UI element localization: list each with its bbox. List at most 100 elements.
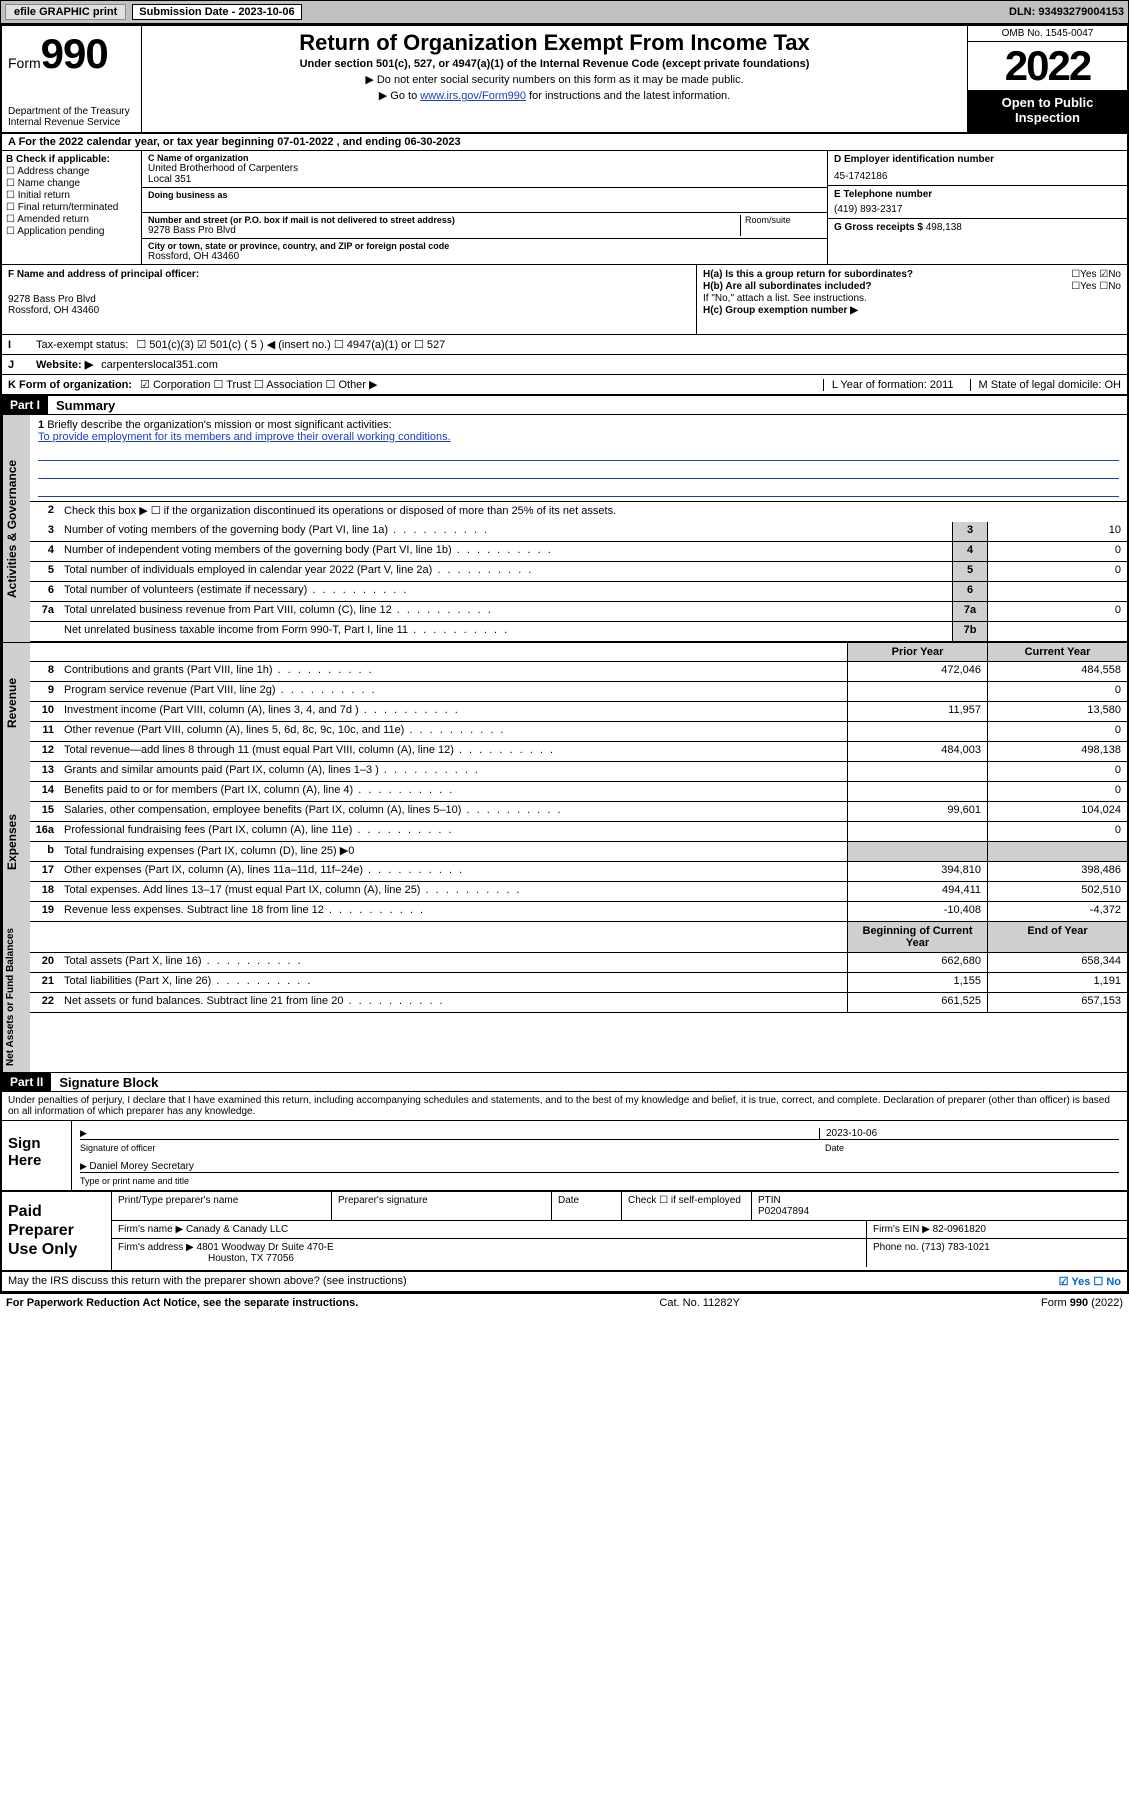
data-line: 8Contributions and grants (Part VIII, li… — [30, 662, 1127, 682]
data-line: 13Grants and similar amounts paid (Part … — [30, 762, 1127, 782]
chk-amended-return[interactable]: Amended return — [6, 214, 137, 225]
revenue-col-headers: Prior Year Current Year — [30, 643, 1127, 662]
row-j-website: J Website: ▶ carpenterslocal351.com — [2, 355, 1127, 375]
row-i-tax-status: I Tax-exempt status: ☐ 501(c)(3) ☑ 501(c… — [2, 335, 1127, 355]
irs-link[interactable]: www.irs.gov/Form990 — [420, 90, 526, 102]
footer-row: For Paperwork Reduction Act Notice, see … — [0, 1293, 1129, 1312]
dln-label: DLN: 93493279004153 — [1009, 6, 1124, 18]
block-bcd: B Check if applicable: Address change Na… — [2, 151, 1127, 265]
section-revenue: Revenue Prior Year Current Year 8Contrib… — [2, 642, 1127, 762]
col-d-ein: D Employer identification number 45-1742… — [827, 151, 1127, 264]
header-left: Form990 Department of the Treasury Inter… — [2, 26, 142, 132]
gov-line: 7aTotal unrelated business revenue from … — [30, 602, 1127, 622]
section-net-assets: Net Assets or Fund Balances Beginning of… — [2, 922, 1127, 1073]
preparer-date-hdr: Date — [552, 1192, 622, 1220]
tax-exempt-options[interactable]: ☐ 501(c)(3) ☑ 501(c) ( 5 ) ◀ (insert no.… — [136, 338, 445, 351]
sign-here-label: Sign Here — [2, 1121, 72, 1190]
col-end: End of Year — [987, 922, 1127, 952]
city-state-zip: Rossford, OH 43460 — [148, 251, 821, 262]
efile-print-button[interactable]: efile GRAPHIC print — [5, 4, 126, 20]
form-frame: Form990 Department of the Treasury Inter… — [0, 24, 1129, 1293]
ein-value: 45-1742186 — [834, 171, 1121, 182]
website-label: Website: ▶ — [36, 358, 93, 371]
row-a-taxyear: A For the 2022 calendar year, or tax yea… — [2, 134, 1127, 151]
col-c-org: C Name of organization United Brotherhoo… — [142, 151, 827, 264]
firm-addr1: 4801 Woodway Dr Suite 470-E — [197, 1242, 334, 1253]
tax-exempt-label: Tax-exempt status: — [36, 339, 128, 351]
q1-num: 1 — [38, 419, 44, 431]
street-address: 9278 Bass Pro Blvd — [148, 225, 736, 236]
open-to-public: Open to Public Inspection — [968, 91, 1127, 132]
side-expenses: Expenses — [2, 762, 30, 922]
header-line2: ▶ Go to www.irs.gov/Form990 for instruct… — [150, 89, 959, 102]
chk-name-change[interactable]: Name change — [6, 178, 137, 189]
omb-number: OMB No. 1545-0047 — [968, 26, 1127, 42]
org-name: United Brotherhood of Carpenters — [148, 163, 821, 174]
col-prior-year: Prior Year — [847, 643, 987, 661]
form-org-options[interactable]: ☑ Corporation ☐ Trust ☐ Association ☐ Ot… — [140, 378, 377, 391]
form-subtitle: Under section 501(c), 527, or 4947(a)(1)… — [150, 58, 959, 70]
ein-label: D Employer identification number — [834, 154, 1121, 165]
line2-pre: ▶ Go to — [379, 90, 420, 102]
data-line: 9Program service revenue (Part VIII, lin… — [30, 682, 1127, 702]
chk-initial-return[interactable]: Initial return — [6, 190, 137, 201]
date-label: Date — [819, 1143, 1119, 1153]
form-title: Return of Organization Exempt From Incom… — [150, 30, 959, 56]
data-line: 17Other expenses (Part IX, column (A), l… — [30, 862, 1127, 882]
firm-name-label: Firm's name ▶ — [118, 1224, 183, 1235]
hb-answer[interactable]: ☐Yes ☐No — [1071, 281, 1121, 292]
preparer-name-hdr: Print/Type preparer's name — [112, 1192, 332, 1220]
col-f-officer: F Name and address of principal officer:… — [2, 265, 697, 334]
tax-year: 2022 — [968, 42, 1127, 91]
firm-addr2: Houston, TX 77056 — [208, 1253, 294, 1264]
q2-num: 2 — [30, 502, 60, 522]
paid-preparer-label: Paid Preparer Use Only — [2, 1192, 112, 1270]
line2-post: for instructions and the latest informat… — [526, 90, 730, 102]
part1-label: Part I — [2, 396, 48, 414]
gross-label: G Gross receipts $ — [834, 222, 923, 233]
form-header: Form990 Department of the Treasury Inter… — [2, 26, 1127, 134]
data-line: 14Benefits paid to or for members (Part … — [30, 782, 1127, 802]
data-line: 20Total assets (Part X, line 16)662,6806… — [30, 953, 1127, 973]
ha-answer[interactable]: ☐Yes ☑No — [1071, 269, 1121, 280]
col-b-checkboxes: B Check if applicable: Address change Na… — [2, 151, 142, 264]
chk-address-change[interactable]: Address change — [6, 166, 137, 177]
gov-line: 4Number of independent voting members of… — [30, 542, 1127, 562]
data-line: 22Net assets or fund balances. Subtract … — [30, 993, 1127, 1013]
data-line: 18Total expenses. Add lines 13–17 (must … — [30, 882, 1127, 902]
website-value[interactable]: carpenterslocal351.com — [101, 359, 218, 371]
data-line: 16aProfessional fundraising fees (Part I… — [30, 822, 1127, 842]
section-expenses: Expenses 13Grants and similar amounts pa… — [2, 762, 1127, 922]
form-prefix: Form — [8, 55, 41, 71]
col-current-year: Current Year — [987, 643, 1127, 661]
chk-final-return[interactable]: Final return/terminated — [6, 202, 137, 213]
data-line: 12Total revenue—add lines 8 through 11 (… — [30, 742, 1127, 762]
ptin-value: P02047894 — [758, 1206, 1121, 1217]
preparer-sig-hdr: Preparer's signature — [332, 1192, 552, 1220]
penalty-statement: Under penalties of perjury, I declare th… — [2, 1092, 1127, 1121]
ha-label: H(a) Is this a group return for subordin… — [703, 269, 913, 280]
gov-line: 5Total number of individuals employed in… — [30, 562, 1127, 582]
sig-officer-label — [80, 1128, 819, 1139]
paid-preparer-block: Paid Preparer Use Only Print/Type prepar… — [2, 1192, 1127, 1272]
data-line: 21Total liabilities (Part X, line 26)1,1… — [30, 973, 1127, 993]
form-number: 990 — [41, 30, 108, 77]
addr-label: Number and street (or P.O. box if mail i… — [148, 215, 736, 225]
side-net-assets: Net Assets or Fund Balances — [2, 922, 30, 1072]
chk-application-pending[interactable]: Application pending — [6, 226, 137, 237]
irs-discuss-q: May the IRS discuss this return with the… — [8, 1275, 407, 1287]
dba-label: Doing business as — [148, 190, 821, 200]
hb-note: If "No," attach a list. See instructions… — [703, 293, 867, 304]
state-domicile: M State of legal domicile: OH — [970, 379, 1121, 391]
section-governance: Activities & Governance 1 Briefly descri… — [2, 415, 1127, 642]
officer-label: F Name and address of principal officer: — [8, 269, 690, 280]
firm-addr-label: Firm's address ▶ — [118, 1242, 194, 1253]
gov-line: Net unrelated business taxable income fr… — [30, 622, 1127, 642]
q1-text: Briefly describe the organization's miss… — [47, 419, 391, 431]
sig-label: Signature of officer — [80, 1143, 819, 1153]
firm-ein: 82-0961820 — [933, 1224, 986, 1235]
data-line: 15Salaries, other compensation, employee… — [30, 802, 1127, 822]
irs-discuss-ans[interactable]: ☑ Yes ☐ No — [1059, 1275, 1121, 1288]
self-employed-chk[interactable]: Check ☐ if self-employed — [622, 1192, 752, 1220]
form-ref: Form 990 (2022) — [1041, 1297, 1123, 1309]
